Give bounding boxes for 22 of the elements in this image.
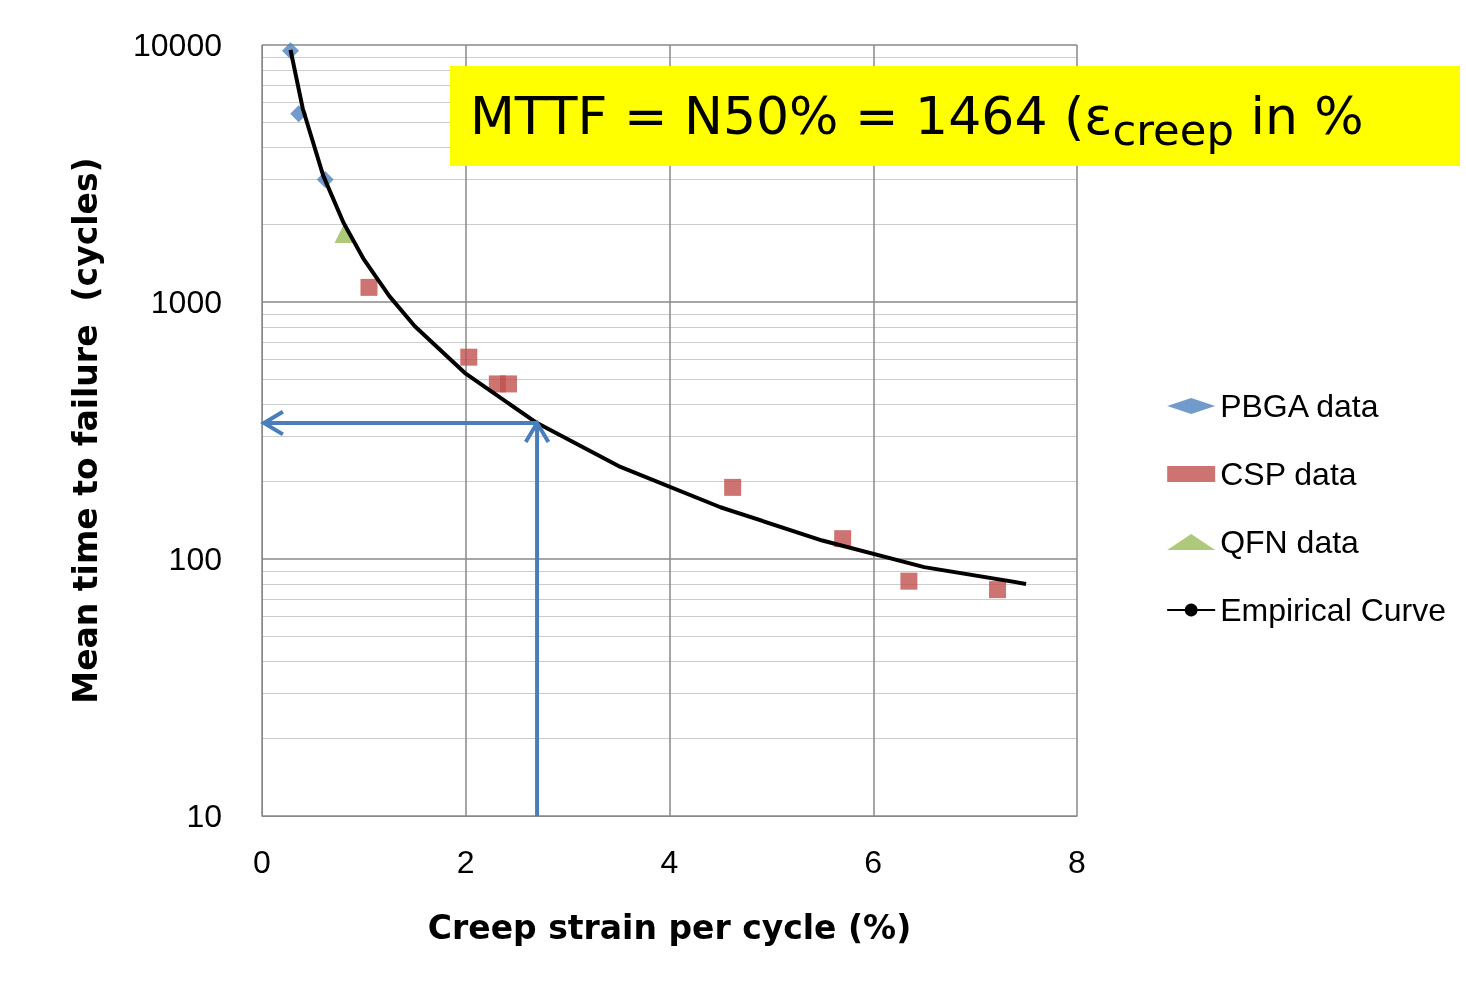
x-axis-title: Creep strain per cycle (%) (427, 908, 912, 947)
text: MTTF = N50% = 1464 (ε$_{creep}$ in % (450, 66, 1460, 166)
point (989, 581, 1007, 599)
point (500, 375, 518, 393)
point (900, 572, 918, 590)
y-tick-label: 10 (186, 798, 222, 834)
legend-label: Empirical Curve (1220, 592, 1446, 628)
x-tick-label: 8 (1068, 844, 1086, 880)
y-tick-label: 10000 (133, 27, 222, 63)
x-tick-label: 6 (864, 844, 883, 880)
legend-label: PBGA data (1220, 388, 1379, 424)
point (724, 478, 742, 496)
x-tick-label: 2 (456, 844, 475, 880)
y-axis-title: Mean time to failure (cycles) (66, 157, 105, 704)
x-tick-label: 4 (660, 844, 679, 880)
legend-label: CSP data (1220, 456, 1357, 492)
y-tick-label: 1000 (150, 284, 222, 320)
point (360, 278, 378, 296)
point (460, 348, 478, 366)
x-tick-label: 0 (253, 844, 271, 880)
legend-label: QFN data (1220, 524, 1360, 560)
y-tick-label: 100 (168, 541, 222, 577)
